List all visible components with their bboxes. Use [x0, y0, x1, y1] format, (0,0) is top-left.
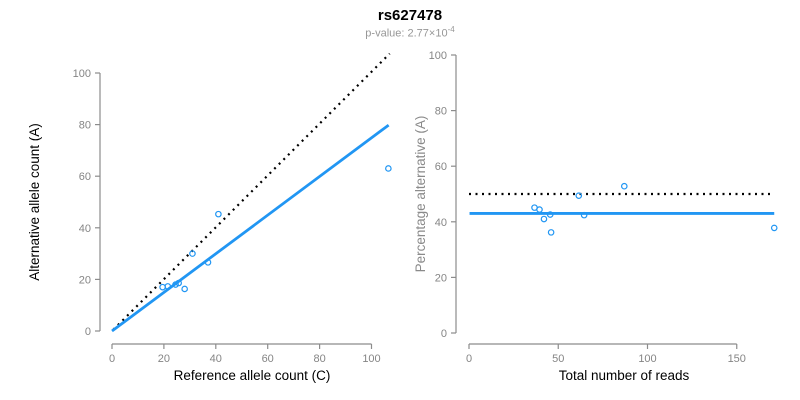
data-point — [172, 281, 179, 288]
y-axis-title: Alternative allele count (A) — [27, 123, 42, 281]
x-tick-label: 60 — [262, 353, 274, 365]
y-tick-label: 100 — [429, 50, 447, 62]
data-point — [580, 211, 588, 219]
data-point — [546, 211, 554, 218]
data-point — [575, 192, 583, 199]
x-tick-label: 100 — [638, 353, 656, 365]
pvalue-exponent: -4 — [447, 25, 455, 34]
data-point — [547, 229, 555, 236]
x-tick-label: 20 — [158, 353, 170, 365]
x-tick-label: 150 — [728, 353, 746, 365]
data-point — [385, 165, 392, 172]
data-point — [536, 206, 543, 213]
y-axis-title: Percentage alternative (A) — [413, 116, 428, 273]
data-point — [159, 283, 166, 291]
y-tick-label: 0 — [441, 328, 447, 340]
data-point — [770, 224, 778, 232]
x-tick-label: 40 — [210, 353, 222, 365]
x-tick-label: 0 — [109, 353, 115, 365]
pvalue-text: p-value: 2.77×10 — [365, 27, 448, 40]
y-tick-label: 40 — [435, 217, 447, 229]
identity-line — [112, 52, 391, 331]
y-tick-label: 20 — [79, 274, 91, 286]
x-axis-title: Total number of reads — [559, 368, 690, 383]
x-tick-label: 50 — [552, 353, 564, 365]
data-point — [540, 215, 548, 223]
fit-line — [111, 123, 390, 333]
x-tick-label: 0 — [466, 353, 472, 365]
data-point — [204, 259, 212, 266]
y-tick-label: 80 — [79, 120, 91, 132]
x-tick-label: 100 — [362, 353, 380, 365]
y-tick-label: 20 — [435, 272, 447, 284]
y-tick-label: 80 — [435, 106, 447, 118]
x-axis-title: Reference allele count (C) — [174, 368, 331, 383]
y-tick-label: 60 — [435, 161, 447, 173]
data-point — [189, 250, 196, 257]
y-tick-label: 100 — [73, 68, 91, 80]
x-tick-label: 80 — [313, 353, 325, 365]
data-point — [164, 283, 172, 290]
data-point — [181, 285, 188, 293]
data-point — [175, 279, 182, 287]
allele-counts-panel: 0 20 40 60 80 100 0 20 40 60 80 100 Reference allele… — [27, 52, 392, 383]
percentage-panel: 0 20 40 60 80 100 0 50 100 150 Total number of rea… — [413, 50, 778, 383]
y-tick-label: 60 — [79, 171, 91, 183]
y-tick-label: 0 — [85, 326, 91, 338]
data-point — [620, 182, 628, 190]
data-point — [215, 210, 222, 218]
figure-title: rs627478 — [377, 7, 443, 24]
figure-subtitle: p-value: 2.77×10-4 — [10, 25, 800, 40]
y-tick-label: 40 — [79, 223, 91, 235]
